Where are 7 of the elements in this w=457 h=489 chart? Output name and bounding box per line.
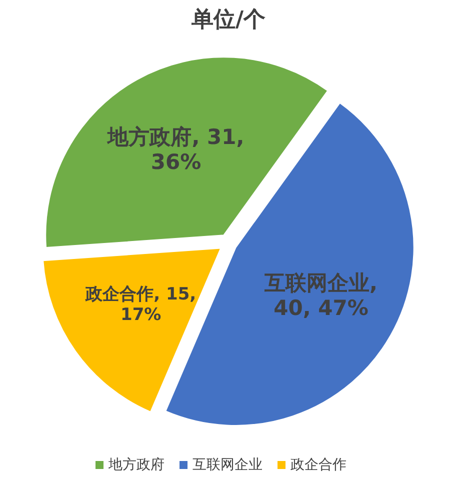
legend-label: 地方政府 <box>108 457 164 473</box>
legend-label: 政企合作 <box>290 457 346 473</box>
data-label: 地方政府, 31, 36% <box>106 125 244 174</box>
data-label: 政企合作, 15, 17% <box>84 284 196 326</box>
chart-title: 单位/个 <box>190 8 266 32</box>
data-label: 互联网企业, 40, 47% <box>264 271 378 320</box>
legend-label: 互联网企业 <box>192 457 262 473</box>
